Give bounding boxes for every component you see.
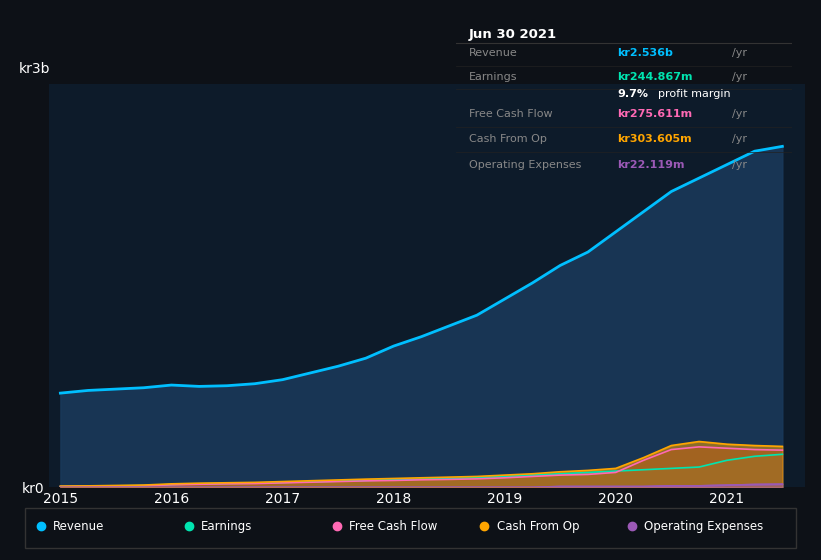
Text: profit margin: profit margin [658,88,730,99]
Text: /yr: /yr [732,134,746,144]
Text: kr2.536b: kr2.536b [617,48,673,58]
Text: 9.7%: 9.7% [617,88,649,99]
Text: kr244.867m: kr244.867m [617,72,693,82]
Text: /yr: /yr [732,160,746,170]
Text: /yr: /yr [732,72,746,82]
Bar [25,507,796,548]
Text: kr303.605m: kr303.605m [617,134,692,144]
Text: Revenue: Revenue [469,48,518,58]
Text: Earnings: Earnings [201,520,253,533]
Text: Revenue: Revenue [53,520,105,533]
Text: Free Cash Flow: Free Cash Flow [469,109,553,119]
Text: Cash From Op: Cash From Op [497,520,579,533]
Text: /yr: /yr [732,48,746,58]
Text: Operating Expenses: Operating Expenses [469,160,581,170]
Text: kr275.611m: kr275.611m [617,109,692,119]
Text: Cash From Op: Cash From Op [469,134,547,144]
Text: Operating Expenses: Operating Expenses [644,520,764,533]
Text: Earnings: Earnings [469,72,517,82]
Text: kr3b: kr3b [19,62,51,76]
Text: kr22.119m: kr22.119m [617,160,685,170]
Text: Jun 30 2021: Jun 30 2021 [469,29,557,41]
Text: /yr: /yr [732,109,746,119]
Text: Free Cash Flow: Free Cash Flow [349,520,438,533]
